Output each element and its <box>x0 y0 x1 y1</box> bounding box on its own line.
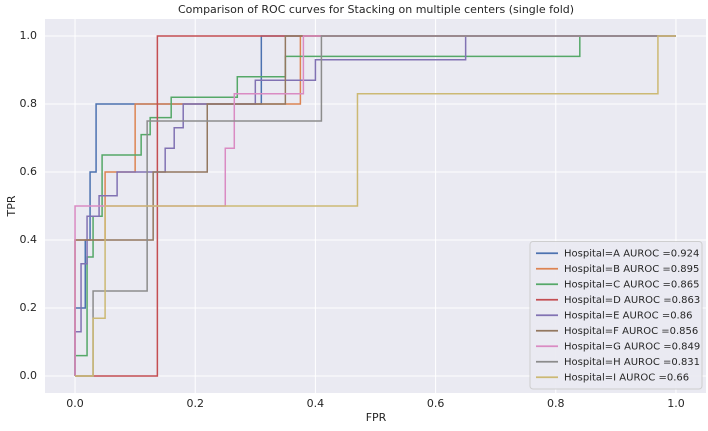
legend-label: Hospital=G AUROC =0.849 <box>564 341 700 352</box>
legend-box <box>529 241 703 390</box>
x-tick-label: 0.0 <box>66 397 84 410</box>
legend-label: Hospital=D AUROC =0.863 <box>564 295 700 306</box>
x-tick-label: 0.2 <box>186 397 204 410</box>
roc-curve <box>74 35 676 376</box>
y-tick-label: 0.2 <box>20 301 38 314</box>
x-tick-label: 0.8 <box>547 397 565 410</box>
chart-title: Comparison of ROC curves for Stacking on… <box>178 3 574 16</box>
legend-label: Hospital=F AUROC =0.856 <box>564 326 698 337</box>
legend: Hospital=A AUROC =0.924 Hospital=B AUROC … <box>529 241 703 390</box>
y-tick-label: 0.4 <box>20 233 38 246</box>
y-tick-label: 1.0 <box>20 29 38 42</box>
legend-label: Hospital=C AUROC =0.865 <box>564 279 700 290</box>
legend-label: Hospital=B AUROC =0.895 <box>564 264 699 275</box>
roc-curve <box>74 35 676 376</box>
lines <box>74 35 676 377</box>
roc-curve <box>75 35 676 377</box>
legend-label: Hospital=A AUROC =0.924 <box>564 248 699 259</box>
legend-label: Hospital=H AUROC =0.831 <box>564 357 700 368</box>
x-axis-label: FPR <box>366 411 387 424</box>
x-tick-label: 1.0 <box>667 397 685 410</box>
x-tick-label: 0.6 <box>427 397 445 410</box>
legend-label: Hospital=I AUROC =0.66 <box>564 372 689 383</box>
roc-curve <box>74 35 676 376</box>
y-axis-label: TPR <box>5 195 18 217</box>
legend-label: Hospital=E AUROC =0.86 <box>564 310 692 321</box>
x-tick-label: 0.4 <box>307 397 325 410</box>
y-tick-label: 0.6 <box>20 165 38 178</box>
y-tick-label: 0.8 <box>20 97 38 110</box>
y-tick-label: 0.0 <box>20 369 38 382</box>
